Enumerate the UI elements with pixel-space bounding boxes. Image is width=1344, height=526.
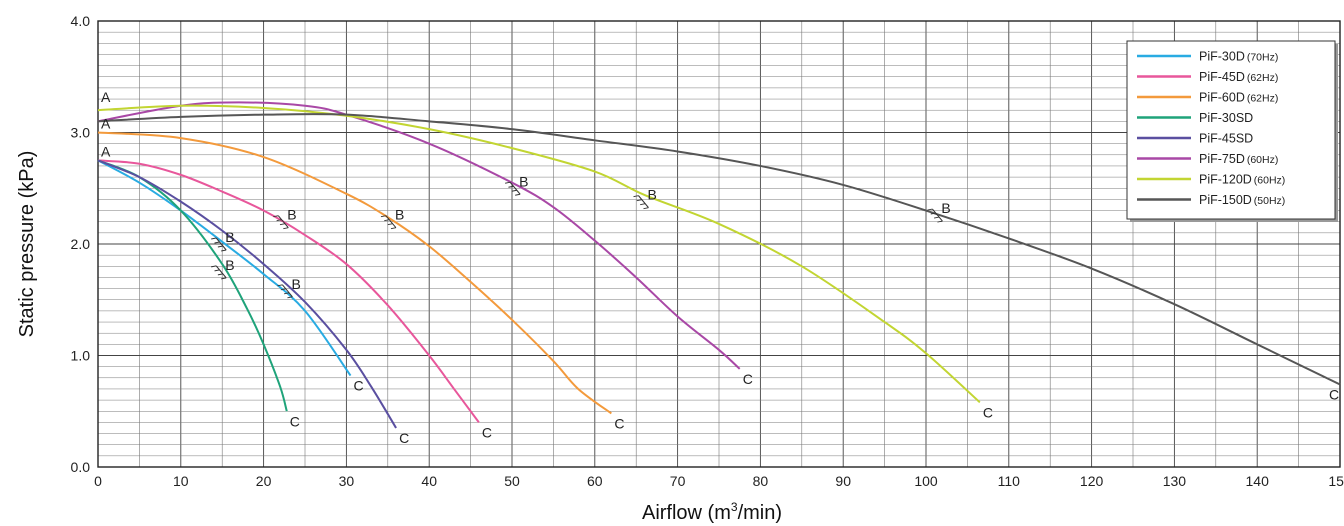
point-label-b: B [941,200,950,216]
point-label-a: A [101,143,111,159]
x-tick-label: 100 [914,473,938,489]
y-tick-label: 0.0 [71,459,91,475]
series-line-pif-75d [97,101,741,370]
point-b-hatch [505,181,521,196]
x-tick-label: 60 [587,473,603,489]
y-tick-label: 2.0 [71,236,91,252]
legend-entry: PiF-45D (62Hz) [1199,70,1278,84]
grid [97,20,1341,468]
series-line-pif-30d [97,159,352,377]
point-label-c: C [354,378,364,394]
x-tick-label: 30 [339,473,355,489]
x-tick-label: 50 [504,473,520,489]
point-label-c: C [1329,386,1339,402]
legend-entry: PiF-75D (60Hz) [1199,152,1278,166]
series-line-pif-45sd [97,159,397,429]
curves [97,101,1341,429]
series-line-pif-45d [97,159,480,423]
y-axis-title: Static pressure (kPa) [16,151,38,338]
x-tick-label: 140 [1246,473,1270,489]
point-label-a: A [101,116,111,132]
point-label-c: C [399,430,409,446]
legend-entry: PiF-30D (70Hz) [1199,50,1278,64]
point-label-b: B [225,257,234,273]
x-tick-label: 70 [670,473,686,489]
point-label-b: B [225,229,234,245]
series-line-pif-120d [97,104,981,404]
point-b-hatch [211,265,227,280]
legend-entry: PiF-150D (50Hz) [1199,193,1285,207]
x-tick-label: 10 [173,473,189,489]
point-label-c: C [614,415,624,431]
legend-box [1126,40,1336,220]
x-tick-label: 130 [1163,473,1187,489]
point-label-b: B [291,276,300,292]
x-tick-label: 120 [1080,473,1104,489]
point-label-b: B [287,207,296,223]
x-tick-label: 0 [94,473,102,489]
point-b-hatch [273,215,289,230]
point-label-c: C [482,424,492,440]
legend: PiF-30D (70Hz) PiF-45D (62Hz) PiF-60D (62Hz) P… [1126,40,1338,222]
x-tick-label: 90 [835,473,851,489]
point-label-a: A [101,89,111,105]
legend-entry: PiF-60D (62Hz) [1199,91,1278,105]
series-line-pif-150d [97,113,1341,386]
x-tick-label: 20 [256,473,272,489]
legend-entry: PiF-30SD [1199,111,1253,125]
curve-point-labels: A B C B C A B C B C B C B C A B C B C [101,89,1339,446]
x-tick-label: 110 [998,473,1021,489]
y-tick-label: 3.0 [71,125,91,141]
point-label-b: B [395,207,404,223]
legend-entry: PiF-120D (60Hz) [1199,173,1285,187]
axes: 0 10 20 30 40 50 60 70 80 90 100 110 120 130 140 150 0.0… [71,13,1344,489]
point-label-b: B [647,187,656,203]
y-tick-label: 1.0 [71,348,91,364]
point-label-c: C [290,413,300,429]
legend-entry: PiF-45SD [1199,132,1253,146]
x-tick-label: 40 [421,473,437,489]
x-tick-label: 80 [753,473,769,489]
point-b-hatch [277,284,293,299]
point-b-hatch [633,195,649,210]
point-label-c: C [743,371,753,387]
plot-frame [97,20,1341,468]
x-tick-label: 150 [1328,473,1344,489]
point-b-hatch [380,215,397,230]
y-tick-label: 4.0 [71,13,91,29]
point-b-hatch [211,237,227,252]
series-line-pif-30sd [97,159,288,412]
x-axis-title: Airflow (m3/min) [642,500,782,524]
series-line-pif-60d [97,131,612,415]
point-b-hatch [927,208,943,223]
point-label-c: C [983,404,993,420]
point-label-b: B [519,173,528,189]
